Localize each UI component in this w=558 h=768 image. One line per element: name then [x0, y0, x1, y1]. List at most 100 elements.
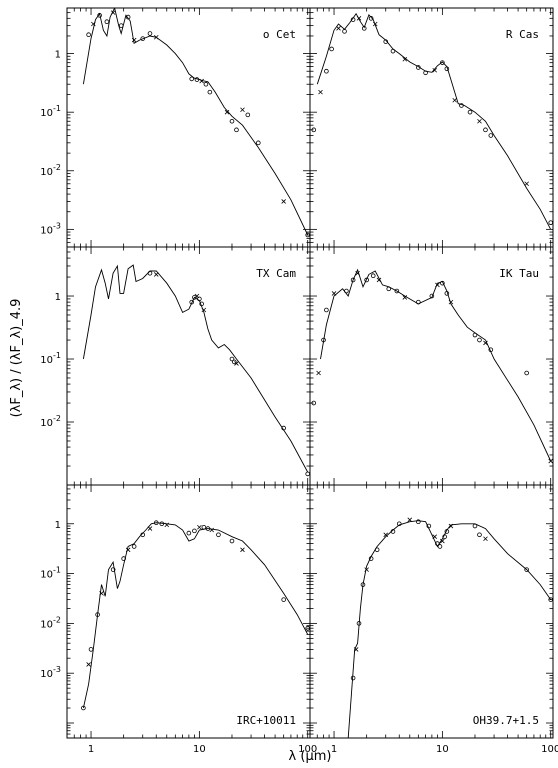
x-tick-label: 1 [331, 744, 337, 755]
observed-point [216, 532, 221, 538]
observed-point [488, 347, 494, 353]
observed-point [140, 36, 146, 41]
observed-point [356, 621, 362, 626]
observed-point [125, 14, 131, 20]
observed-point [483, 536, 488, 542]
y-tick-label: 10-1 [40, 566, 61, 581]
observed-point [416, 65, 421, 70]
observed-point [440, 60, 445, 65]
observed-point [440, 538, 445, 544]
observed-point [164, 522, 170, 528]
panel-data [82, 8, 310, 238]
observed-point [281, 425, 286, 431]
y-tick-exponent: -3 [53, 221, 61, 230]
observed-point [147, 31, 153, 36]
observed-point [201, 524, 207, 530]
observed-point [256, 140, 261, 146]
panel-frame [66, 484, 311, 739]
y-tick-exponent: -1 [53, 351, 61, 360]
model-curve [320, 268, 552, 462]
observed-point [245, 112, 251, 118]
observed-point [305, 471, 310, 477]
observed-point [234, 361, 239, 366]
observed-point [207, 89, 213, 95]
observed-point [318, 89, 323, 95]
observed-point [488, 133, 494, 138]
observed-point [361, 26, 367, 31]
observed-point [281, 597, 286, 602]
observed-point [209, 527, 214, 533]
observed-point [448, 299, 454, 305]
observed-point [370, 273, 376, 279]
panel-name-label: o Cet [263, 28, 296, 41]
observed-point [350, 17, 356, 22]
panel-data [82, 264, 310, 477]
observed-point [364, 277, 369, 283]
observed-point [118, 23, 124, 28]
observed-point [224, 109, 230, 115]
observed-point [324, 68, 329, 74]
x-tick-label: 10 [193, 744, 206, 755]
observed-point [444, 291, 450, 296]
y-tick-exponent: -2 [53, 615, 61, 624]
observed-point [416, 299, 421, 305]
panel-frame [309, 246, 554, 486]
observed-point [396, 521, 402, 527]
observed-point [524, 181, 529, 187]
observed-point [186, 530, 192, 536]
panel-name-label: IRC+10011 [236, 714, 296, 727]
y-tick-label: 10-3 [40, 665, 61, 680]
observed-point [110, 567, 116, 572]
observed-point [386, 286, 392, 292]
model-curve [82, 8, 309, 236]
observed-point [432, 534, 438, 539]
observed-point [331, 291, 337, 296]
observed-point [442, 534, 447, 539]
observed-point [131, 544, 137, 549]
panel-data [347, 517, 553, 738]
y-tick-label: 1 [55, 50, 61, 61]
observed-point [394, 288, 400, 294]
observed-point [390, 48, 396, 54]
observed-point [390, 529, 396, 534]
observed-point [432, 67, 438, 73]
observed-point [350, 675, 356, 681]
observed-point [201, 307, 207, 313]
observed-point [472, 332, 478, 338]
observed-point [402, 56, 408, 62]
panel-name-label: TX Cam [256, 267, 296, 280]
observed-point [199, 301, 204, 307]
observed-point [231, 359, 237, 365]
panel-r-cas: R Cas [309, 7, 554, 248]
panel-name-label: IK Tau [499, 267, 539, 280]
observed-point [356, 16, 362, 21]
observed-point [483, 127, 488, 133]
x-tick-label: 1 [88, 744, 94, 755]
observed-point [435, 541, 440, 546]
observed-point [437, 544, 443, 549]
observed-point [477, 532, 482, 538]
observed-point [477, 118, 482, 124]
observed-point [199, 78, 204, 84]
x-tick-label: 100 [298, 744, 317, 755]
observed-point [147, 270, 153, 276]
observed-point [423, 70, 428, 76]
observed-point [416, 519, 421, 524]
panel-o-cet: 10-3 10-2 10-1 1 o Cet [40, 7, 311, 248]
observed-point [368, 556, 374, 561]
observed-point [374, 547, 380, 553]
panel-frame [309, 484, 554, 739]
observed-point [372, 21, 378, 27]
panel-data [311, 12, 553, 230]
observed-point [192, 528, 197, 534]
model-curve [347, 520, 552, 738]
observed-point [229, 538, 235, 544]
model-curve [82, 522, 309, 709]
panel-name-label: R Cas [506, 28, 539, 41]
observed-point [203, 81, 209, 87]
panel-oh39-7-1-5: 1 10 100 OH39.7+1.5 [309, 484, 558, 755]
observed-point [383, 39, 389, 44]
observed-point [353, 647, 359, 652]
observed-point [429, 293, 435, 299]
